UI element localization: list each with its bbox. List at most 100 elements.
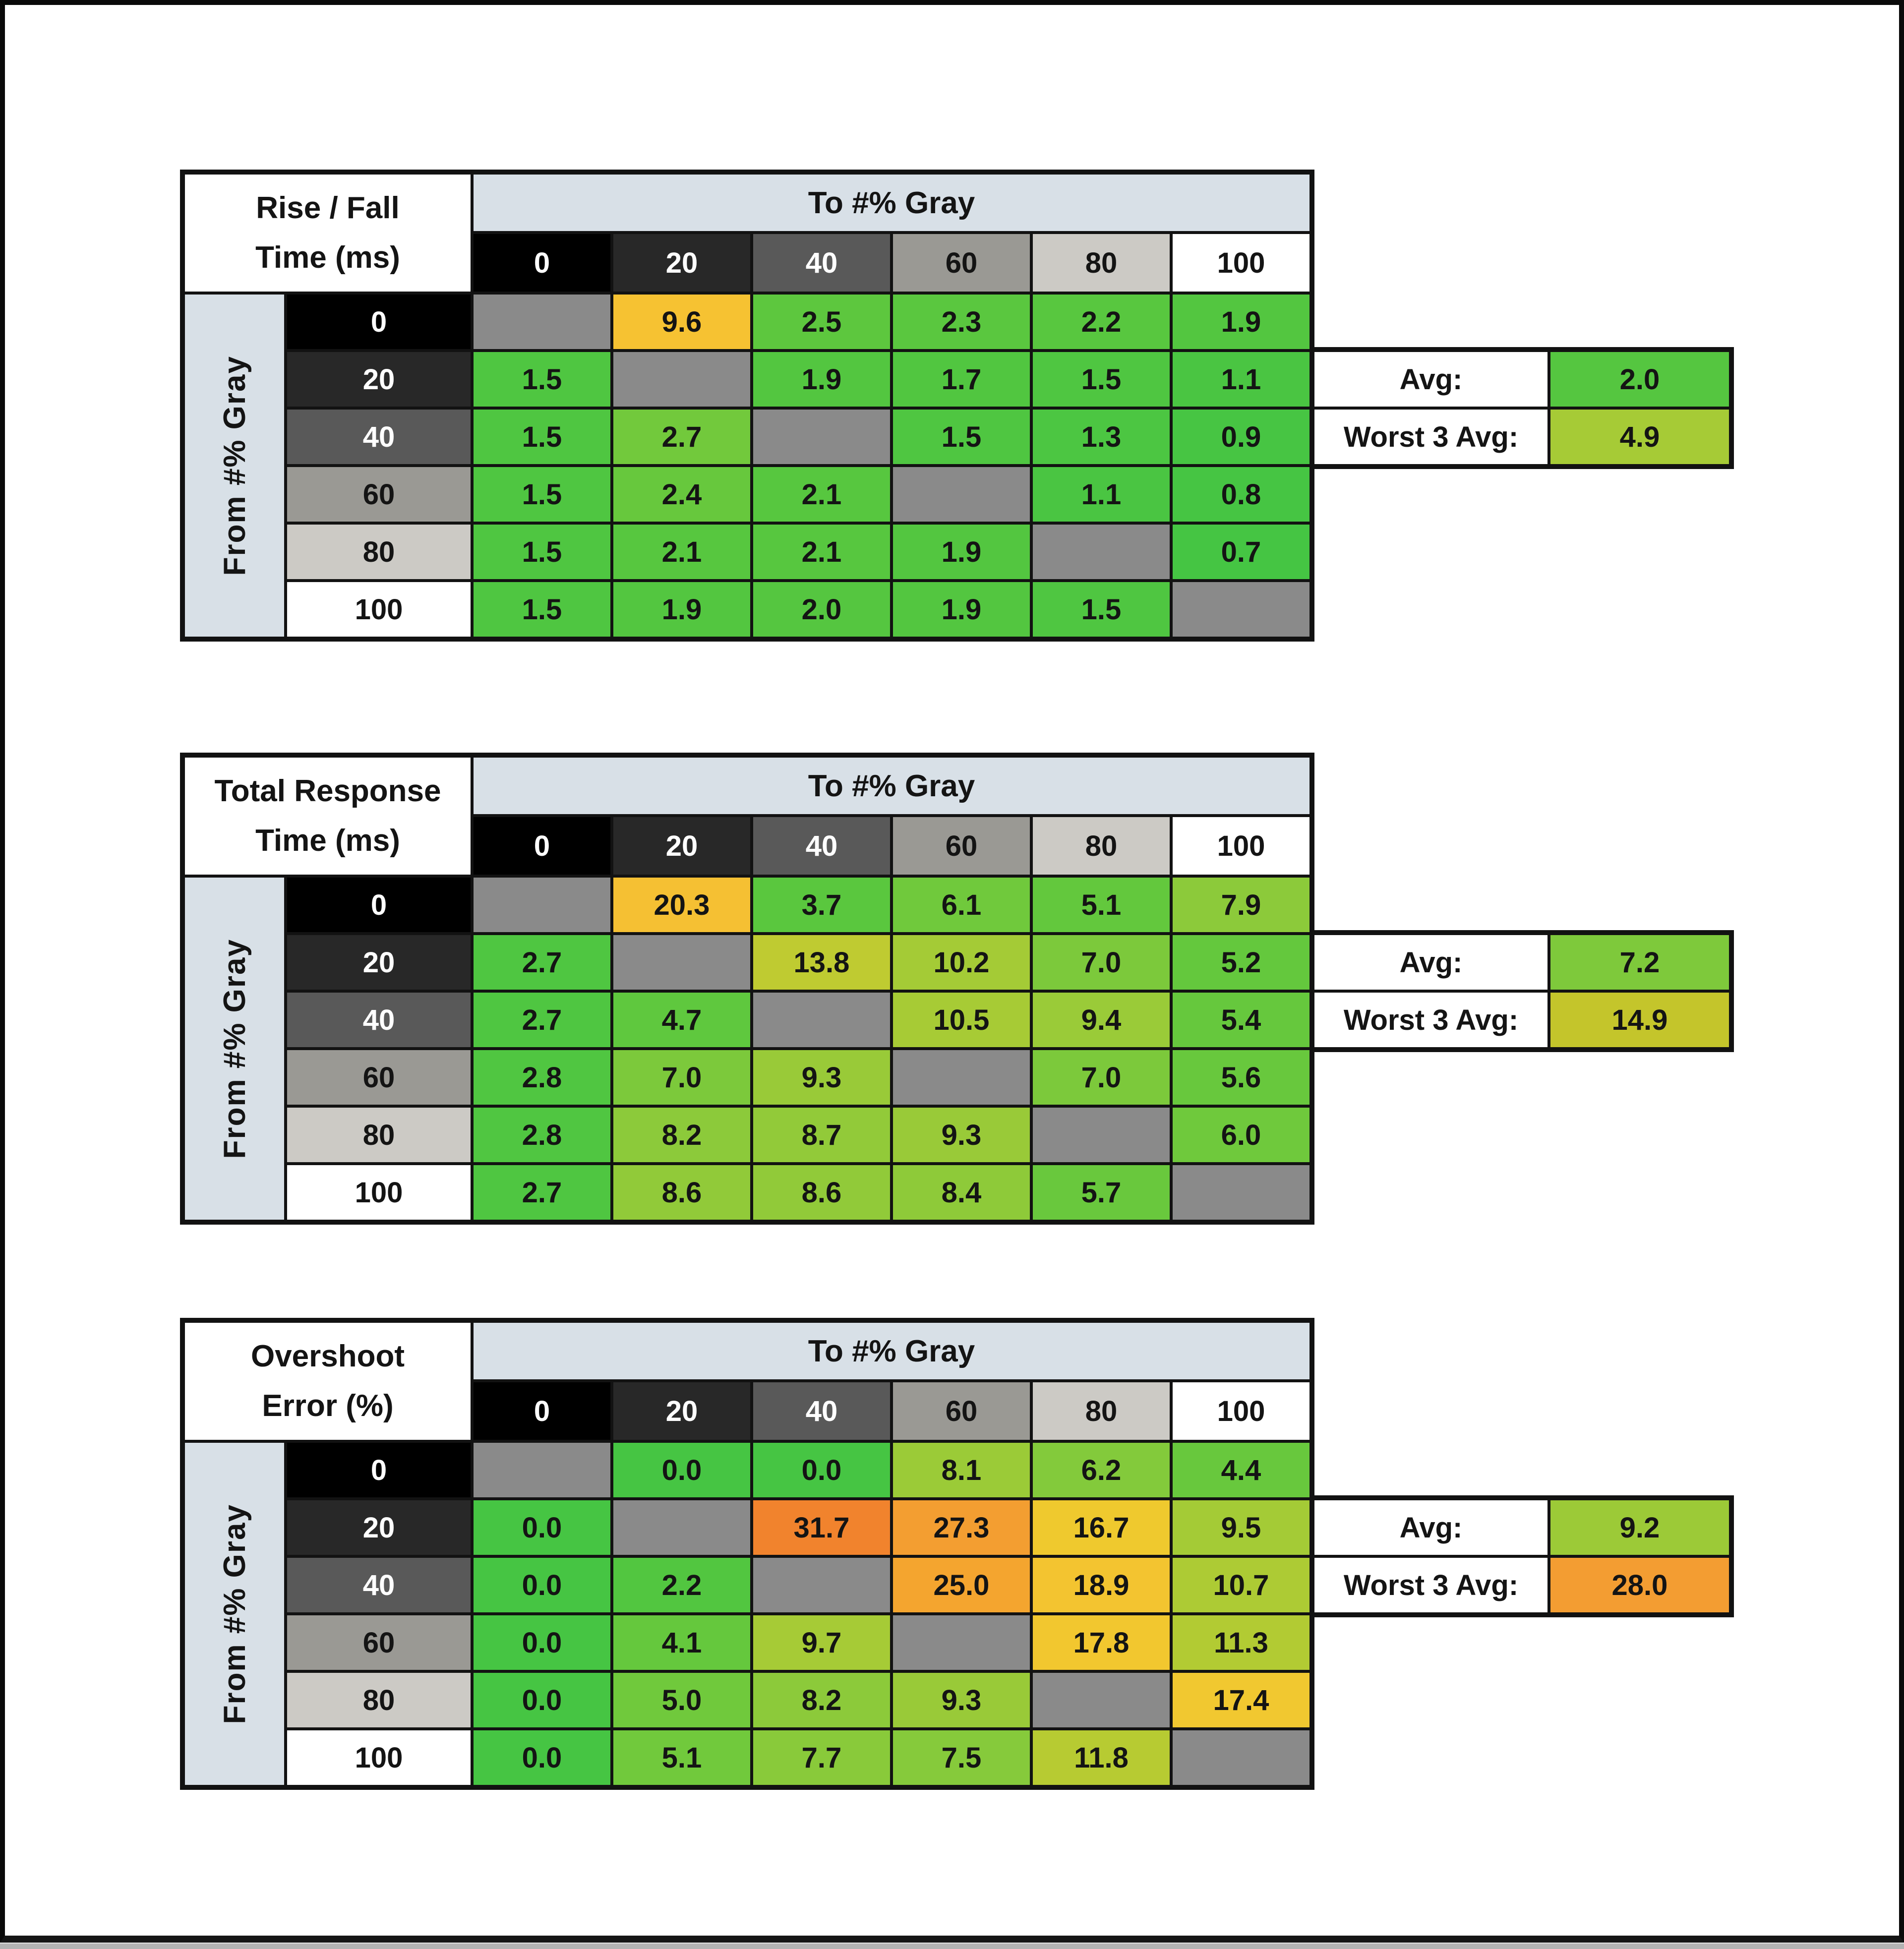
row-header: 40 (287, 410, 471, 464)
data-cell: 1.5 (474, 410, 610, 464)
data-cell: 2.0 (753, 582, 890, 637)
data-cell: 11.3 (1173, 1615, 1309, 1670)
data-cell: 1.5 (893, 410, 1030, 464)
data-cell: 1.9 (893, 582, 1030, 637)
data-cell: 5.1 (613, 1730, 750, 1785)
data-cell: 8.1 (893, 1443, 1030, 1497)
data-cell: 0.0 (613, 1443, 750, 1497)
data-cell: 5.2 (1173, 935, 1309, 990)
data-cell: 17.8 (1033, 1615, 1170, 1670)
data-cell: 1.9 (1173, 295, 1309, 349)
diagonal-cell (1173, 582, 1309, 637)
data-cell: 2.1 (753, 467, 890, 522)
data-cell: 1.5 (474, 467, 610, 522)
avg-value: 2.0 (1550, 352, 1729, 407)
data-cell: 5.7 (1033, 1165, 1170, 1220)
diagonal-cell (1173, 1165, 1309, 1220)
row-header: 60 (287, 1615, 471, 1670)
data-cell: 6.1 (893, 878, 1030, 932)
diagonal-cell (753, 993, 890, 1047)
data-cell: 9.3 (753, 1050, 890, 1105)
table-title: Rise / Fall Time (ms) (185, 175, 471, 292)
data-cell: 1.9 (893, 525, 1030, 579)
col-header: 20 (613, 1382, 750, 1440)
to-gray-header: To #% Gray (474, 1323, 1309, 1379)
data-cell: 7.5 (893, 1730, 1030, 1785)
table-title-line1: Overshoot (250, 1339, 405, 1374)
data-cell: 9.7 (753, 1615, 890, 1670)
data-cell: 0.0 (474, 1615, 610, 1670)
row-header: 80 (287, 525, 471, 579)
data-cell: 17.4 (1173, 1673, 1309, 1727)
data-cell: 1.9 (613, 582, 750, 637)
data-cell: 2.7 (474, 1165, 610, 1220)
col-header: 80 (1033, 817, 1170, 875)
col-header: 60 (893, 1382, 1030, 1440)
summary-box: Avg: 9.2 Worst 3 Avg: 28.0 (1309, 1495, 1734, 1617)
worst3-value: 14.9 (1550, 993, 1729, 1047)
col-header: 0 (474, 1382, 610, 1440)
row-header: 0 (287, 295, 471, 349)
diagonal-cell (474, 295, 610, 349)
data-cell: 8.2 (753, 1673, 890, 1727)
data-cell: 9.3 (893, 1673, 1030, 1727)
from-gray-header: From #% Gray (185, 878, 284, 1220)
data-cell: 1.9 (753, 352, 890, 407)
col-header: 20 (613, 234, 750, 292)
row-header: 40 (287, 993, 471, 1047)
overshoot-error-table: Overshoot Error (%) To #% Gray 0 20 40 60 80 100… (180, 1318, 1734, 1790)
worst3-value: 4.9 (1550, 410, 1729, 464)
data-cell: 1.1 (1033, 467, 1170, 522)
col-header: 100 (1173, 234, 1309, 292)
table-title: Total Response Time (ms) (185, 758, 471, 875)
data-cell: 7.0 (1033, 935, 1170, 990)
data-cell: 1.5 (1033, 582, 1170, 637)
data-cell: 8.6 (753, 1165, 890, 1220)
data-cell: 2.3 (893, 295, 1030, 349)
data-cell: 18.9 (1033, 1558, 1170, 1612)
col-header: 60 (893, 234, 1030, 292)
diagonal-cell (893, 467, 1030, 522)
heatmap-grid: Overshoot Error (%) To #% Gray 0 20 40 60 80 100… (180, 1318, 1314, 1790)
diagonal-cell (1173, 1730, 1309, 1785)
data-cell: 4.1 (613, 1615, 750, 1670)
data-cell: 2.2 (1033, 295, 1170, 349)
data-cell: 2.7 (474, 935, 610, 990)
from-gray-label: From #% Gray (217, 355, 252, 576)
data-cell: 4.4 (1173, 1443, 1309, 1497)
col-header: 40 (753, 234, 890, 292)
data-cell: 2.7 (474, 993, 610, 1047)
from-gray-header: From #% Gray (185, 295, 284, 637)
data-cell: 1.5 (474, 582, 610, 637)
row-header: 60 (287, 467, 471, 522)
data-cell: 10.5 (893, 993, 1030, 1047)
diagonal-cell (613, 935, 750, 990)
data-cell: 5.1 (1033, 878, 1170, 932)
avg-value: 7.2 (1550, 935, 1729, 990)
total-response-time-table: Total Response Time (ms) To #% Gray 0 20 40 60… (180, 753, 1734, 1225)
data-cell: 7.0 (1033, 1050, 1170, 1105)
data-cell: 5.0 (613, 1673, 750, 1727)
data-cell: 0.0 (474, 1730, 610, 1785)
diagonal-cell (1033, 1673, 1170, 1727)
row-header: 80 (287, 1673, 471, 1727)
data-cell: 7.0 (613, 1050, 750, 1105)
data-cell: 9.5 (1173, 1500, 1309, 1555)
avg-label: Avg: (1314, 352, 1547, 407)
worst3-label: Worst 3 Avg: (1314, 1558, 1547, 1612)
summary-box: Avg: 2.0 Worst 3 Avg: 4.9 (1309, 347, 1734, 469)
row-header: 0 (287, 1443, 471, 1497)
col-header: 40 (753, 817, 890, 875)
to-gray-header: To #% Gray (474, 758, 1309, 814)
data-cell: 9.4 (1033, 993, 1170, 1047)
row-header: 100 (287, 1730, 471, 1785)
row-header: 20 (287, 935, 471, 990)
from-gray-label: From #% Gray (217, 1503, 252, 1724)
row-header: 80 (287, 1108, 471, 1162)
data-cell: 10.2 (893, 935, 1030, 990)
col-header: 80 (1033, 234, 1170, 292)
data-cell: 5.6 (1173, 1050, 1309, 1105)
heatmap-grid: Total Response Time (ms) To #% Gray 0 20 40 60… (180, 753, 1314, 1225)
row-header: 40 (287, 1558, 471, 1612)
data-cell: 1.3 (1033, 410, 1170, 464)
